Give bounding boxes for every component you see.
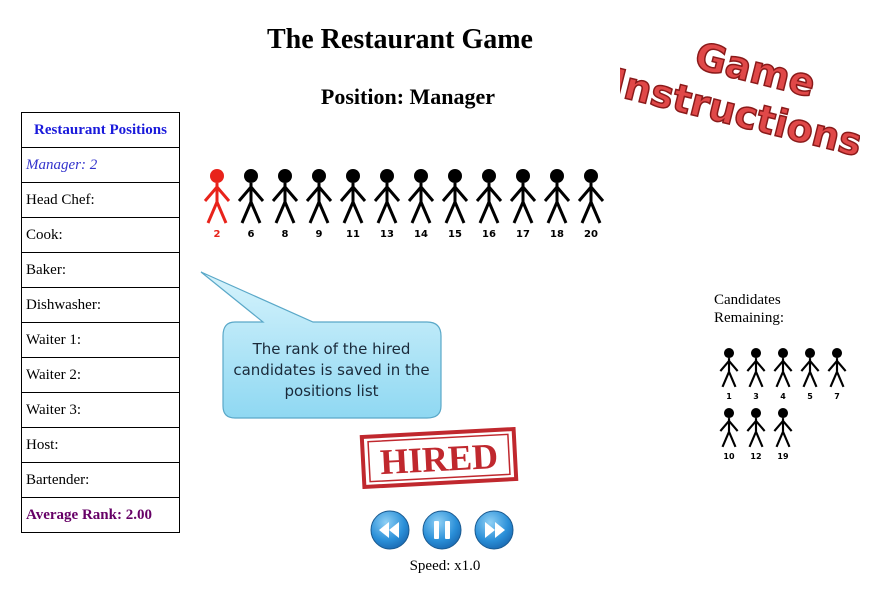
candidate-figure: 11 <box>339 169 367 240</box>
callout-text: The rank of the hired candidates is save… <box>233 339 430 400</box>
hired-stamp: HIRED <box>359 427 519 489</box>
remaining-candidate-label: 3 <box>753 392 759 401</box>
remaining-candidate-label: 10 <box>723 452 735 461</box>
hired-candidate-label: 2 <box>214 229 221 240</box>
remaining-candidate-label: 4 <box>780 392 786 401</box>
position-row-manager: Manager: 2 <box>21 147 180 183</box>
position-row-waiter-1: Waiter 1: <box>21 322 180 358</box>
rewind-button[interactable] <box>370 510 410 550</box>
stamp-text: HIRED <box>379 436 499 482</box>
candidate-figure-label: 6 <box>248 229 255 240</box>
remaining-candidate-label: 7 <box>834 392 840 401</box>
position-row-head-chef: Head Chef: <box>21 182 180 218</box>
candidate-figure: 6 <box>237 169 265 240</box>
hired-candidate: 2 <box>203 169 231 240</box>
candidate-figure: 16 <box>475 169 503 240</box>
candidate-figure: 17 <box>509 169 537 240</box>
candidate-figure-label: 14 <box>414 229 428 240</box>
pause-button[interactable] <box>422 510 462 550</box>
position-row-host: Host: <box>21 427 180 463</box>
positions-header: Restaurant Positions <box>21 112 180 148</box>
candidate-figure: 13 <box>373 169 401 240</box>
remaining-candidate-label: 19 <box>777 452 789 461</box>
candidate-figure-label: 18 <box>550 229 564 240</box>
candidate-figure-label: 11 <box>346 229 360 240</box>
position-row-dishwasher: Dishwasher: <box>21 287 180 323</box>
candidate-figure-label: 13 <box>380 229 394 240</box>
remaining-candidate: 4 <box>773 348 793 401</box>
info-callout <box>200 271 442 419</box>
candidates-remaining-label: Candidates Remaining: <box>714 291 784 327</box>
position-row-waiter-2: Waiter 2: <box>21 357 180 393</box>
candidate-figure: 9 <box>305 169 333 240</box>
remaining-label-line1: Candidates <box>714 292 781 308</box>
fast-forward-button[interactable] <box>474 510 514 550</box>
remaining-candidate: 19 <box>773 408 793 461</box>
candidate-figure-label: 15 <box>448 229 462 240</box>
candidate-figure: 8 <box>271 169 299 240</box>
position-row-waiter-3: Waiter 3: <box>21 392 180 428</box>
remaining-candidate-label: 5 <box>807 392 813 401</box>
remaining-candidate: 12 <box>746 408 766 461</box>
candidate-figure-label: 17 <box>516 229 530 240</box>
remaining-candidate: 3 <box>746 348 766 401</box>
remaining-candidate: 5 <box>800 348 820 401</box>
page-title: The Restaurant Game <box>267 24 533 55</box>
candidate-lineup: 2 6 8 9 11 13 14 15 16 17 18 20 <box>203 169 605 240</box>
remaining-candidate-label: 12 <box>750 452 761 461</box>
game-instructions-button[interactable]: Game Instructions <box>620 28 860 168</box>
candidate-figure: 18 <box>543 169 571 240</box>
candidate-figure: 15 <box>441 169 469 240</box>
position-label: Position: Manager <box>320 84 496 109</box>
candidate-figure: 20 <box>577 169 605 240</box>
remaining-candidate: 10 <box>719 408 739 461</box>
position-row-baker: Baker: <box>21 252 180 288</box>
candidate-figure-label: 16 <box>482 229 496 240</box>
remaining-label-line2: Remaining: <box>714 310 784 326</box>
candidates-remaining: 1 3 4 5 7 10 12 19 <box>719 348 847 461</box>
remaining-candidate: 1 <box>719 348 739 401</box>
average-rank: Average Rank: 2.00 <box>21 497 180 533</box>
candidate-figure-label: 8 <box>282 229 289 240</box>
candidate-figure-label: 20 <box>584 229 598 240</box>
remaining-candidate-label: 1 <box>726 392 732 401</box>
candidate-figure: 14 <box>407 169 435 240</box>
remaining-candidate: 7 <box>827 348 847 401</box>
position-row-cook: Cook: <box>21 217 180 253</box>
candidate-figure-label: 9 <box>316 229 323 240</box>
playback-controls <box>370 510 514 550</box>
positions-table: Restaurant Positions Manager: 2 Head Che… <box>21 112 180 533</box>
position-row-bartender: Bartender: <box>21 462 180 498</box>
speed-label: Speed: x1.0 <box>409 558 481 574</box>
